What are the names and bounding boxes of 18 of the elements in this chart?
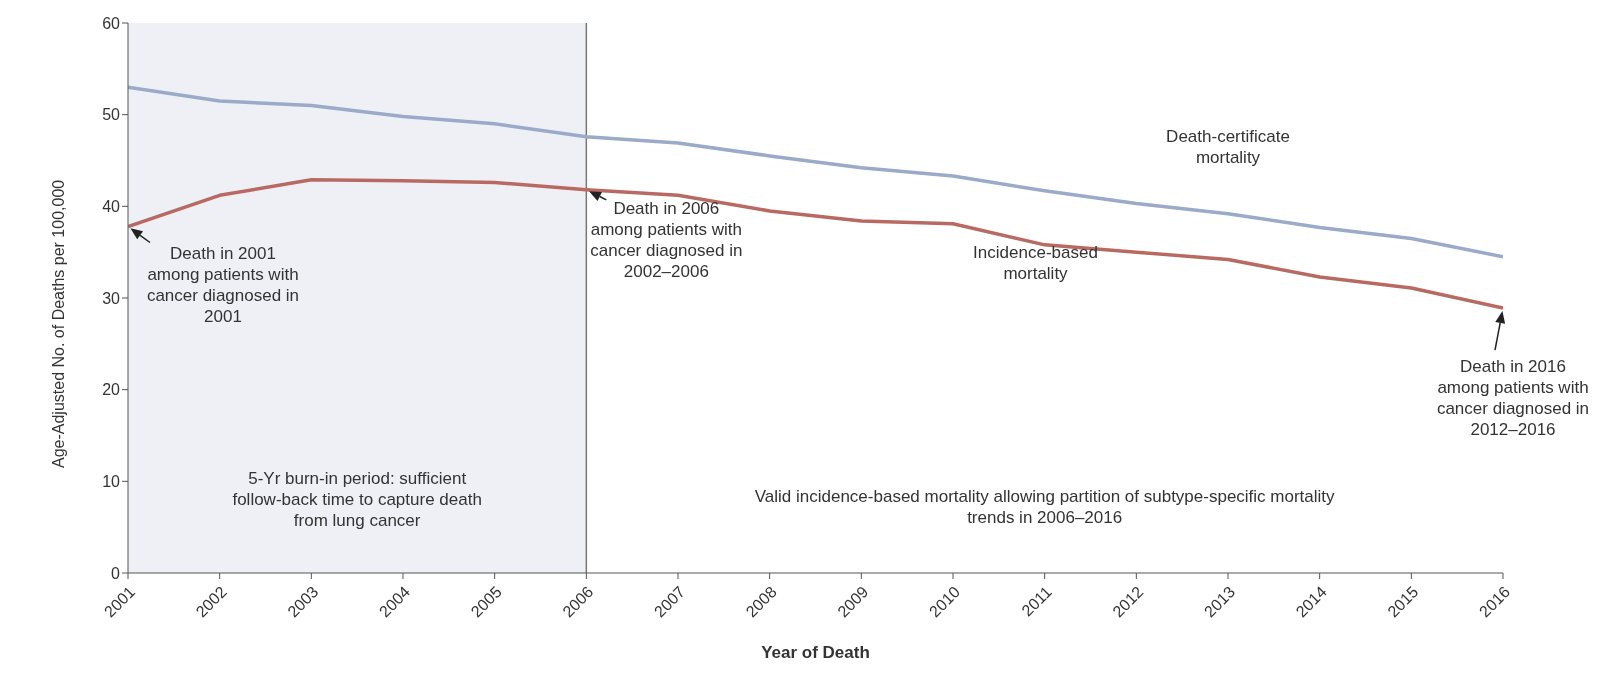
y-tick-label: 50 — [102, 106, 121, 124]
text: Death-certificate mortality — [1165, 125, 1291, 168]
x-axis-title: Year of Death — [761, 643, 870, 662]
y-tick-label: 60 — [102, 14, 121, 32]
y-tick-label: 20 — [102, 381, 121, 399]
y-tick-label: 10 — [102, 473, 121, 491]
annotation: Death in 2016 among patients with cancer diagnosed in 2012–2016 — [1435, 356, 1591, 441]
y-tick-label: 30 — [102, 289, 121, 307]
y-axis-title: Age-Adjusted No. of Deaths per 100,000 — [49, 179, 67, 468]
series-label: Incidence-based mortality — [972, 242, 1099, 285]
annotation: Death in 2001 among patients with cancer diagnosed in 2001 — [145, 242, 301, 327]
annotation: Death in 2006 among patients with cancer diagnosed in 2002–2006 — [589, 197, 744, 282]
y-tick-label: 0 — [111, 564, 121, 582]
line-series — [128, 85, 1503, 259]
y-tick-label: 40 — [102, 198, 121, 216]
annotation: Valid incidence-based mortality allowing partition of subtype-specific mortality trends in 2006–2016 — [753, 485, 1336, 528]
band-label: 5-Yr burn-in period: sufficient follow-back time to capture death from lung cancer — [231, 467, 483, 531]
line-series — [128, 178, 1503, 310]
